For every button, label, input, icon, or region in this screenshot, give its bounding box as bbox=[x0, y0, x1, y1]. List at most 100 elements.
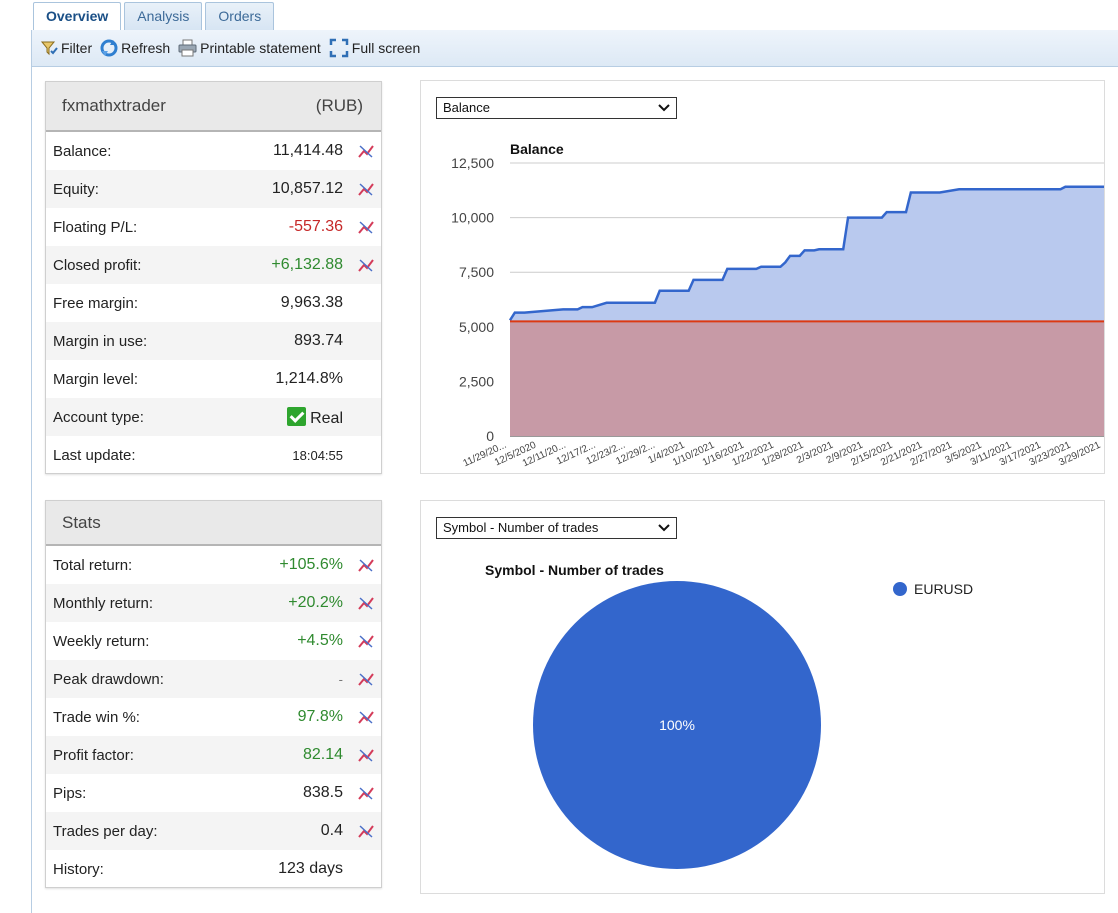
chart-type-select[interactable]: Balance bbox=[436, 97, 677, 119]
history-row: History: 123 days bbox=[46, 850, 381, 888]
account-type-value: Real bbox=[287, 406, 343, 428]
balance-chart: Balance12,50010,0007,5005,0002,500011/29… bbox=[451, 141, 1104, 469]
account-type-row: Account type: Real bbox=[46, 398, 381, 436]
chart-icon[interactable] bbox=[357, 143, 375, 159]
pips-row: Pips: 838.5 bbox=[46, 774, 381, 812]
filter-label: Filter bbox=[61, 40, 93, 56]
last-update-value: 18:04:55 bbox=[292, 447, 343, 463]
chart-title: Balance bbox=[510, 141, 564, 157]
equity-row: Equity: 10,857.12 bbox=[46, 170, 381, 208]
full-screen-button[interactable]: Full screen bbox=[329, 38, 420, 58]
trades-per-day-row: Trades per day: 0.4 bbox=[46, 812, 381, 850]
row-label: Profit factor: bbox=[53, 746, 134, 764]
account-type-text: Real bbox=[310, 409, 343, 427]
printable-statement-button[interactable]: Printable statement bbox=[178, 39, 321, 57]
pie-type-select[interactable]: Symbol - Number of trades bbox=[436, 517, 677, 539]
peak-drawdown-row: Peak drawdown: - bbox=[46, 660, 381, 698]
tab-analysis[interactable]: Analysis bbox=[124, 2, 203, 30]
profit-factor-value: 82.14 bbox=[302, 746, 343, 763]
row-label: Account type: bbox=[53, 408, 144, 426]
pie-chart-panel: Symbol - Number of trades Symbol - Numbe… bbox=[420, 500, 1105, 894]
toolbar: Filter Refresh Printable statement Full … bbox=[32, 30, 1118, 67]
fullscreen-label: Full screen bbox=[351, 40, 421, 56]
chart-icon[interactable] bbox=[357, 785, 375, 801]
history-value: 123 days bbox=[278, 860, 343, 877]
balance-line bbox=[508, 185, 1104, 321]
account-panel: fxmathxtrader (RUB) Balance: 11,414.48 E… bbox=[45, 81, 382, 474]
row-label: Last update: bbox=[53, 446, 136, 464]
stats-title: Stats bbox=[62, 512, 101, 532]
chart-icon[interactable] bbox=[357, 181, 375, 197]
filter-button[interactable]: Filter bbox=[40, 39, 92, 57]
legend-label: EURUSD bbox=[914, 581, 973, 597]
chart-icon[interactable] bbox=[357, 671, 375, 687]
weekly-return-value: +4.5% bbox=[297, 632, 343, 649]
equity-value: 10,857.12 bbox=[271, 180, 343, 197]
margin-in-use-value: 893.74 bbox=[294, 332, 343, 349]
balance-row: Balance: 11,414.48 bbox=[46, 132, 381, 170]
overview-frame: Filter Refresh Printable statement Full … bbox=[31, 30, 1118, 913]
row-label: History: bbox=[53, 860, 104, 878]
y-tick-label: 7,500 bbox=[459, 264, 494, 280]
peak-drawdown-value: - bbox=[338, 671, 343, 687]
printable-label: Printable statement bbox=[200, 40, 321, 56]
tab-orders[interactable]: Orders bbox=[205, 2, 275, 30]
stats-panel: Stats Total return: +105.6% Monthly retu… bbox=[45, 500, 382, 888]
balance-value: 11,414.48 bbox=[273, 142, 343, 159]
monthly-return-value: +20.2% bbox=[288, 594, 343, 611]
profit-factor-row: Profit factor: 82.14 bbox=[46, 736, 381, 774]
row-label: Pips: bbox=[53, 784, 87, 802]
printer-icon bbox=[178, 39, 197, 57]
account-header: fxmathxtrader (RUB) bbox=[46, 82, 381, 132]
row-label: Trades per day: bbox=[53, 822, 158, 840]
margin-level-value: 1,214.8% bbox=[275, 370, 343, 387]
row-label: Monthly return: bbox=[53, 594, 154, 612]
chart-icon[interactable] bbox=[357, 257, 375, 273]
chevron-down-icon bbox=[658, 104, 670, 112]
free-margin-row: Free margin: 9,963.38 bbox=[46, 284, 381, 322]
chevron-down-icon bbox=[658, 524, 670, 532]
trade-win-value: 97.8% bbox=[297, 708, 343, 725]
row-label: Margin level: bbox=[53, 370, 139, 388]
y-tick-label: 5,000 bbox=[459, 319, 494, 335]
total-return-row: Total return: +105.6% bbox=[46, 546, 381, 584]
row-label: Peak drawdown: bbox=[53, 670, 164, 688]
balance-chart-panel: Balance Balance 12,500 10,000 7,500 5,000 2,5… bbox=[420, 80, 1105, 474]
trades-per-day-value: 0.4 bbox=[320, 822, 343, 839]
chart-icon[interactable] bbox=[357, 709, 375, 725]
slice-label: 100% bbox=[659, 717, 695, 733]
y-tick-label: 12,500 bbox=[451, 155, 494, 171]
chart-icon[interactable] bbox=[357, 595, 375, 611]
row-label: Margin in use: bbox=[53, 332, 148, 350]
account-name: fxmathxtrader bbox=[62, 96, 166, 115]
chart-icon[interactable] bbox=[357, 557, 375, 573]
row-label: Closed profit: bbox=[53, 256, 142, 274]
stats-rows: Total return: +105.6% Monthly return: +2… bbox=[46, 546, 381, 888]
margin-in-use-row: Margin in use: 893.74 bbox=[46, 322, 381, 360]
pie-chart: Symbol - Number of trades 100% EURUSD bbox=[485, 562, 973, 869]
chart-icon[interactable] bbox=[357, 219, 375, 235]
deposit-area bbox=[510, 321, 1104, 436]
y-tick-label: 2,500 bbox=[459, 373, 494, 389]
refresh-label: Refresh bbox=[121, 40, 171, 56]
row-label: Weekly return: bbox=[53, 632, 150, 650]
tab-overview[interactable]: Overview bbox=[33, 2, 122, 32]
filter-icon bbox=[40, 41, 58, 56]
row-label: Total return: bbox=[53, 556, 133, 574]
margin-level-row: Margin level: 1,214.8% bbox=[46, 360, 381, 398]
row-label: Free margin: bbox=[53, 294, 139, 312]
chart-type-selected: Balance bbox=[443, 100, 490, 115]
chart-icon[interactable] bbox=[357, 633, 375, 649]
check-icon bbox=[287, 406, 307, 426]
fullscreen-icon bbox=[329, 38, 349, 58]
row-label: Equity: bbox=[53, 180, 99, 198]
chart-title: Symbol - Number of trades bbox=[485, 562, 664, 578]
refresh-button[interactable]: Refresh bbox=[100, 39, 170, 57]
refresh-icon bbox=[100, 39, 118, 57]
chart-icon[interactable] bbox=[357, 747, 375, 763]
total-return-value: +105.6% bbox=[279, 556, 343, 573]
free-margin-value: 9,963.38 bbox=[280, 294, 343, 311]
closed-profit-row: Closed profit: +6,132.88 bbox=[46, 246, 381, 284]
closed-profit-value: +6,132.88 bbox=[271, 256, 343, 273]
chart-icon[interactable] bbox=[357, 823, 375, 839]
